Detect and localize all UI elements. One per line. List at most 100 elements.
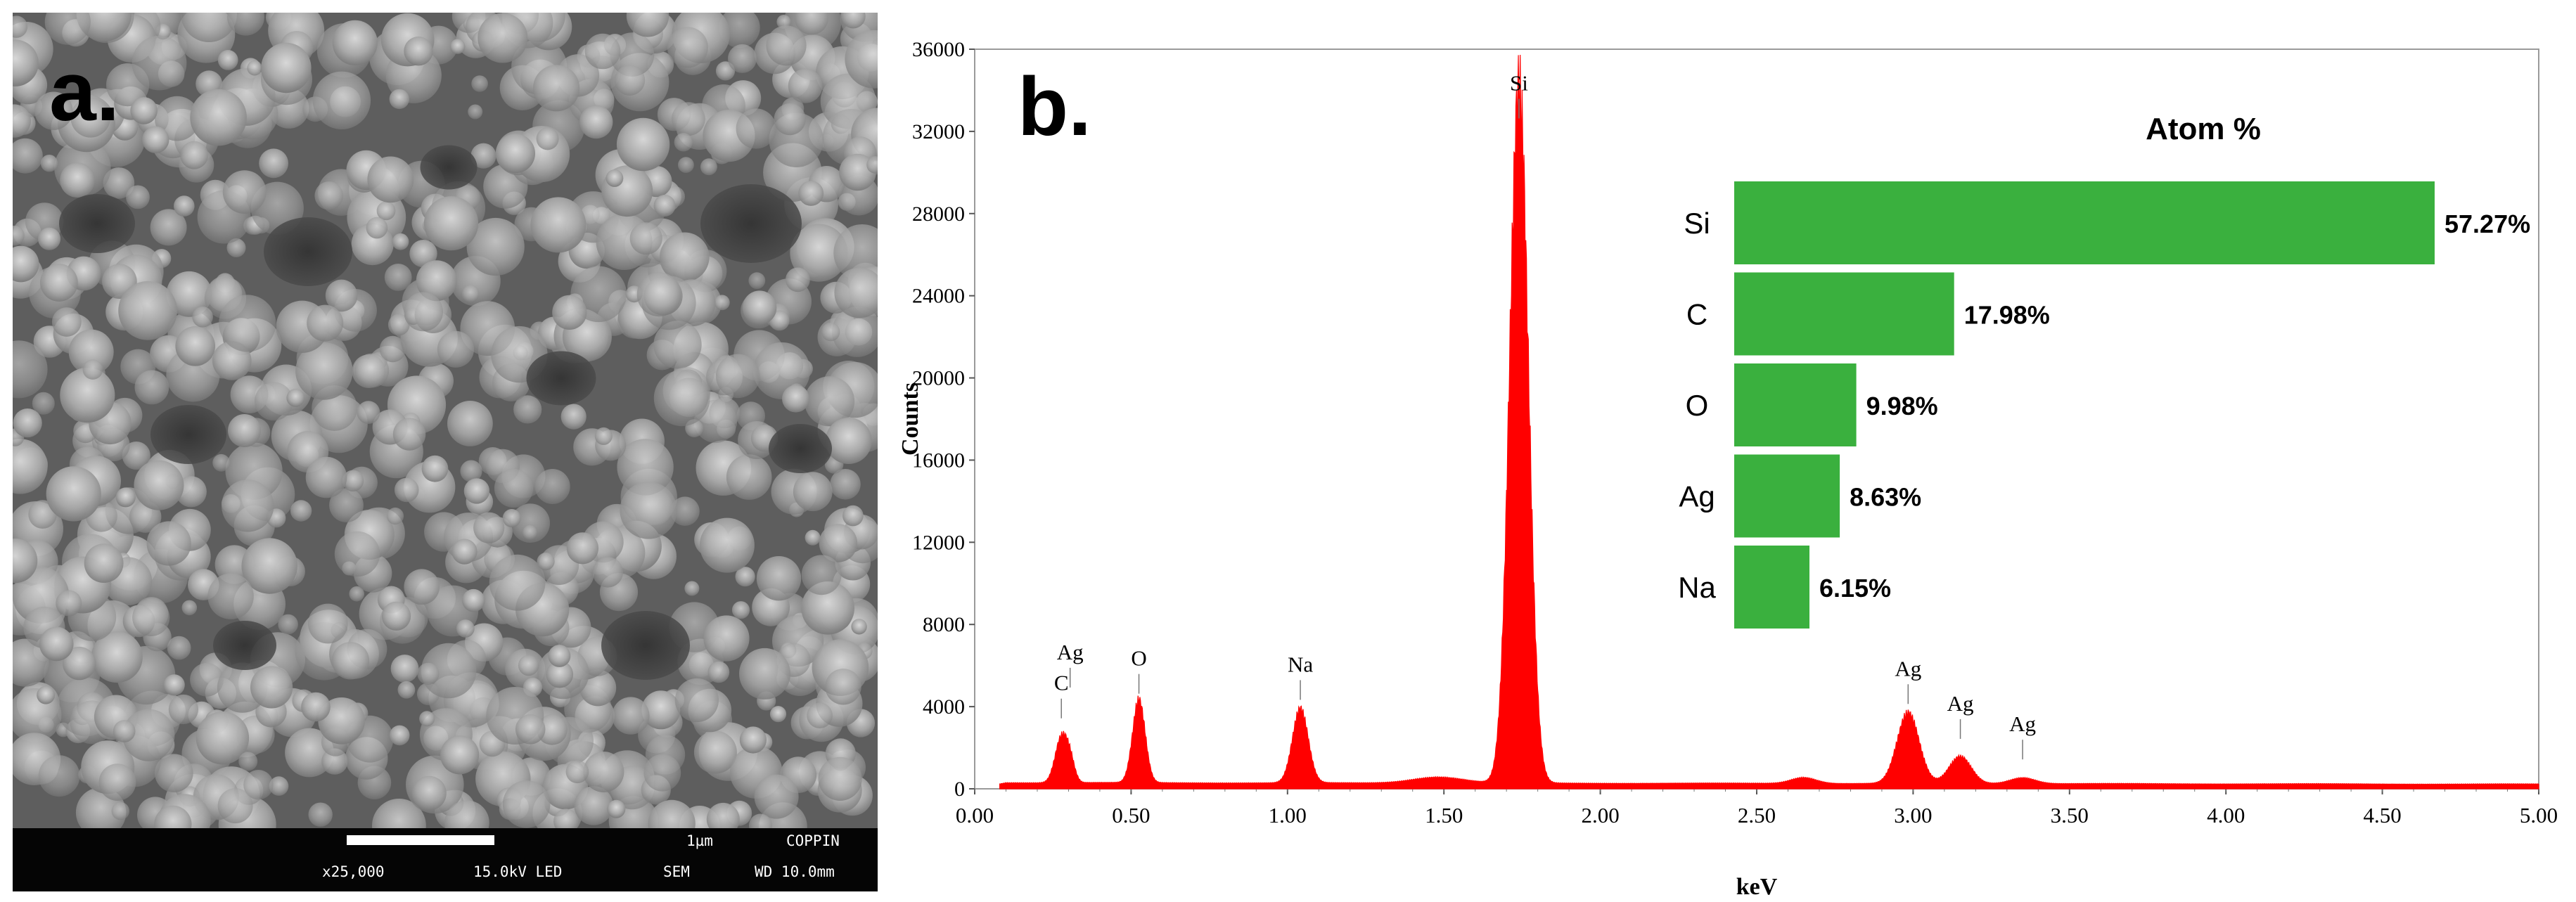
- sem-particle: [290, 500, 312, 522]
- sem-particle: [565, 760, 589, 784]
- sem-particle: [13, 225, 25, 246]
- sem-particle: [502, 780, 551, 828]
- sem-particle: [44, 13, 91, 45]
- y-tick-label: 28000: [912, 202, 965, 226]
- sem-particle: [150, 209, 187, 246]
- sem-particle: [786, 267, 810, 292]
- sem-particle: [278, 614, 298, 635]
- sem-particle: [389, 725, 410, 746]
- inset-category-O: O: [1686, 389, 1709, 422]
- peak-label-C: C: [1054, 671, 1069, 695]
- sem-particle: [511, 503, 550, 543]
- sem-particle: [749, 813, 772, 828]
- sem-particle: [546, 660, 574, 688]
- sem-particle: [381, 601, 411, 631]
- sem-particle: [560, 404, 587, 430]
- sem-particle: [212, 453, 230, 472]
- sem-particle: [726, 454, 772, 500]
- sem-particle: [301, 692, 331, 722]
- sem-particle: [13, 439, 48, 494]
- sem-particle: [60, 162, 95, 198]
- sem-particle: [226, 238, 246, 257]
- sem-particle: [68, 329, 114, 375]
- sem-particle: [409, 240, 437, 268]
- sem-particle: [113, 720, 136, 742]
- sem-particle: [115, 487, 136, 508]
- sem-pore: [264, 217, 352, 286]
- sem-particle: [13, 539, 38, 584]
- peak-label-Ag: Ag: [2009, 711, 2036, 736]
- sem-particle: [190, 89, 247, 146]
- sem-particle: [703, 615, 750, 662]
- sem-particle: [468, 104, 483, 120]
- sem-particle: [82, 359, 103, 380]
- peak-label-O: O: [1131, 646, 1146, 671]
- sem-particle: [37, 685, 55, 704]
- sem-particle: [605, 169, 624, 187]
- sem-particle: [261, 42, 312, 94]
- sem-particle: [39, 626, 74, 662]
- sem-particle: [534, 469, 570, 504]
- sem-particle: [168, 694, 198, 725]
- sem-particle: [648, 799, 696, 828]
- sem-particle: [155, 754, 193, 792]
- magnification-label: x25,000: [322, 863, 385, 880]
- sem-particle: [566, 532, 599, 565]
- x-tick-label: 3.50: [2051, 803, 2089, 827]
- sem-particle: [548, 645, 571, 667]
- sem-particle: [222, 479, 274, 532]
- x-tick-label: 4.00: [2207, 803, 2245, 827]
- sem-particle: [700, 158, 717, 176]
- sem-particle: [653, 370, 710, 427]
- sem-particle: [404, 292, 443, 332]
- peak-label-Ag: Ag: [1947, 691, 1974, 716]
- sem-particle: [167, 636, 191, 660]
- sem-particle: [421, 455, 449, 482]
- x-tick-label: 5.00: [2520, 803, 2558, 827]
- sem-particle: [13, 15, 28, 38]
- inset-category-C: C: [1686, 298, 1707, 331]
- sem-particle: [629, 222, 662, 255]
- sem-particle: [34, 91, 73, 130]
- y-tick-label: 8000: [923, 613, 965, 636]
- sem-particle: [411, 775, 447, 811]
- sem-particle: [132, 35, 187, 91]
- sem-particle: [584, 33, 621, 70]
- sem-particle: [13, 638, 49, 687]
- x-tick-label: 3.00: [1894, 803, 1932, 827]
- sem-particle: [219, 295, 276, 352]
- panel-a-label: a.: [49, 44, 120, 138]
- sem-particle: [174, 195, 195, 217]
- sem-particle: [833, 224, 878, 282]
- sem-particle: [801, 581, 854, 635]
- sem-particle: [32, 392, 55, 415]
- sem-particle: [142, 126, 169, 153]
- sem-particle: [37, 227, 61, 250]
- mode-label: SEM: [663, 863, 690, 880]
- sem-pore: [526, 351, 596, 406]
- sem-particle: [636, 272, 681, 317]
- sem-particle: [419, 711, 435, 727]
- sem-particle: [227, 13, 264, 36]
- scale-label: 1µm: [686, 832, 713, 849]
- inset-value-Ag: 8.63%: [1850, 483, 1921, 512]
- sem-particle: [175, 326, 215, 366]
- sem-particle: [739, 647, 790, 700]
- sem-pore: [601, 611, 690, 680]
- sem-particle: [818, 756, 862, 801]
- sem-particle: [181, 13, 237, 42]
- peak-label-Si: Si: [1510, 70, 1528, 95]
- sem-particle: [715, 354, 760, 399]
- sem-particle: [334, 531, 380, 577]
- sem-particle: [134, 370, 169, 405]
- sem-particle: [98, 764, 136, 801]
- sem-particle: [392, 233, 409, 250]
- sem-particle: [329, 488, 364, 522]
- sem-particle: [451, 539, 478, 565]
- sem-particle: [372, 799, 426, 828]
- spectrum-series: [999, 54, 2539, 790]
- sem-particle: [794, 13, 828, 35]
- sem-info-bar: 1µm COPPIN x25,000 15.0kV LED SEM WD 10.…: [13, 828, 878, 891]
- inset-category-Na: Na: [1678, 571, 1716, 604]
- y-tick-label: 0: [954, 778, 965, 801]
